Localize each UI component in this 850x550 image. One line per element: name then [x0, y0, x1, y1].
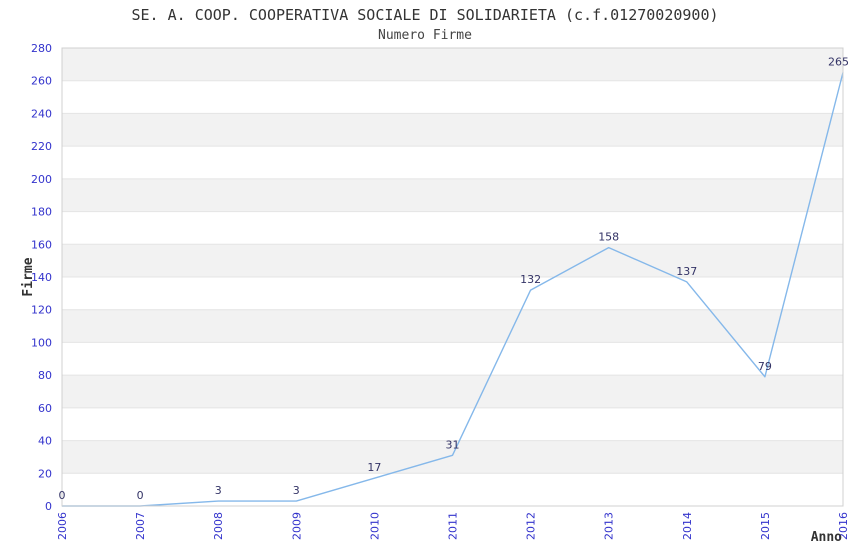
x-tick-label: 2012: [525, 512, 538, 540]
y-tick-label: 0: [45, 500, 52, 513]
x-tick-label: 2010: [368, 512, 381, 540]
data-point-labels: 0 0 3 3 17 31 132 158 137 79 265: [59, 56, 850, 502]
x-tick-label: 2013: [603, 512, 616, 540]
chart-title: SE. A. COOP. COOPERATIVA SOCIALE DI SOLI…: [131, 6, 719, 24]
data-label: 79: [758, 360, 772, 373]
x-tick-label: 2007: [134, 512, 147, 540]
x-tick-label: 2009: [290, 512, 303, 540]
y-tick-label: 160: [31, 238, 52, 251]
y-tick-label: 120: [31, 304, 52, 317]
plot-border: [61, 47, 844, 507]
x-axis-tick-labels: 2006 2007 2008 2009 2010 2011 2012 2013 2014 2015…: [56, 512, 850, 540]
plot-band: [62, 178, 843, 212]
y-tick-label: 100: [31, 336, 52, 349]
series-line: [62, 72, 844, 507]
data-label: 158: [598, 231, 619, 244]
plot-band: [62, 244, 843, 277]
plot-band: [62, 309, 843, 343]
y-tick-label: 260: [31, 75, 52, 88]
y-tick-label: 40: [38, 435, 52, 448]
plot-band: [62, 113, 843, 147]
y-tick-label: 240: [31, 107, 52, 120]
y-tick-label: 220: [31, 140, 52, 153]
y-axis-tick-labels: 0 20 40 60 80 100 120 140 160 180 200 220 240 260 280: [31, 42, 52, 513]
plot-band: [62, 375, 843, 408]
chart-subtitle: Numero Firme: [378, 28, 472, 43]
plot-band: [62, 48, 843, 81]
plot-border-rect: [61, 47, 844, 507]
x-tick-label: 2014: [681, 512, 694, 540]
data-label: 3: [215, 484, 222, 497]
data-label: 31: [446, 438, 460, 451]
series-line-group: [62, 72, 844, 507]
y-tick-label: 200: [31, 173, 52, 186]
x-tick-label: 2016: [837, 512, 850, 540]
y-axis-title: Firme: [21, 257, 36, 296]
x-tick-label: 2015: [759, 512, 772, 540]
data-label: 17: [367, 461, 381, 474]
y-tick-label: 80: [38, 369, 52, 382]
plot-gridlines: [62, 80, 843, 474]
data-label: 265: [828, 56, 849, 69]
y-tick-label: 20: [38, 467, 52, 480]
data-label: 3: [293, 484, 300, 497]
data-label: 132: [520, 273, 541, 286]
y-tick-label: 60: [38, 402, 52, 415]
y-tick-label: 140: [31, 271, 52, 284]
x-tick-label: 2006: [56, 512, 69, 540]
x-tick-label: 2011: [447, 512, 460, 540]
x-axis-title: Anno: [811, 530, 842, 545]
plot-band: [62, 440, 843, 474]
plot-bands: [62, 48, 843, 474]
y-tick-label: 280: [31, 42, 52, 55]
x-tick-label: 2008: [212, 512, 225, 540]
data-label: 0: [59, 489, 66, 502]
data-label: 0: [137, 489, 144, 502]
y-tick-label: 180: [31, 206, 52, 219]
data-label: 137: [676, 265, 697, 278]
